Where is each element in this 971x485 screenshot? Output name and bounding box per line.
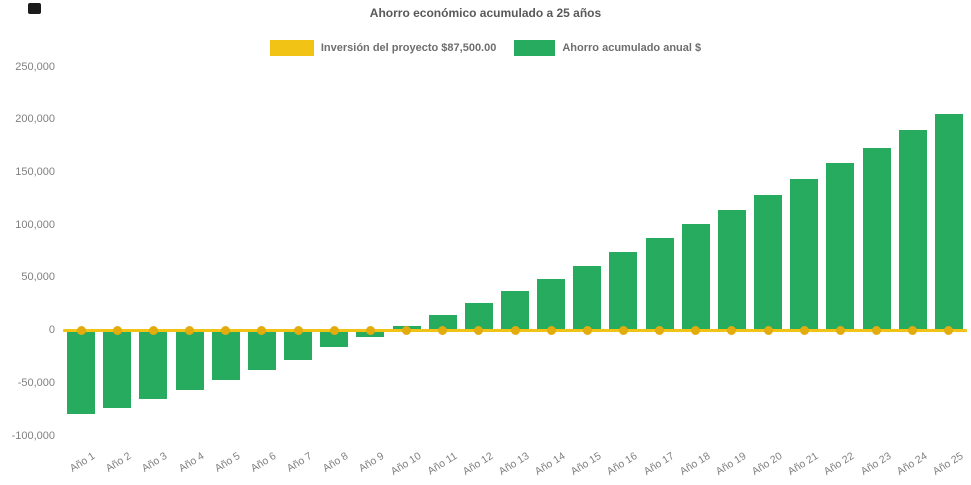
investment-line-marker — [908, 326, 918, 336]
savings-bar-año-13 — [501, 291, 529, 331]
savings-bar-año-19 — [717, 210, 746, 331]
investment-line-marker — [618, 326, 628, 336]
investment-line-marker — [872, 326, 882, 336]
legend-item-savings[interactable]: Ahorro acumulado anual $ — [514, 40, 701, 56]
investment-line-marker — [835, 326, 845, 336]
y-axis-tick-label: 250,000 — [15, 60, 55, 73]
savings-bar-año-12 — [464, 302, 493, 331]
savings-bar-año-20 — [754, 194, 783, 331]
investment-line-marker — [76, 326, 86, 336]
investment-line-marker — [185, 326, 195, 336]
investment-line-marker — [582, 326, 592, 336]
savings-bar-año-24 — [898, 130, 927, 331]
investment-line-marker — [402, 326, 412, 336]
investment-line-marker — [257, 326, 267, 336]
investment-line-marker — [329, 326, 339, 336]
savings-bar-año-1 — [67, 330, 96, 415]
y-axis-tick-label: 100,000 — [15, 218, 55, 231]
investment-line-marker — [365, 326, 375, 336]
investment-line-marker — [655, 326, 665, 336]
chart-title: Ahorro económico acumulado a 25 años — [369, 6, 602, 20]
savings-bar-año-6 — [247, 330, 276, 370]
savings-bar-año-11 — [428, 314, 457, 331]
savings-bar-año-2 — [103, 330, 132, 408]
savings-swatch-icon — [514, 40, 556, 56]
investment-line-marker — [944, 326, 954, 336]
investment-line-marker — [221, 326, 231, 336]
savings-bar-año-21 — [790, 178, 819, 331]
legend-label-savings: Ahorro acumulado anual $ — [562, 42, 702, 54]
y-axis-tick-label: 50,000 — [21, 271, 55, 284]
savings-bar-año-4 — [175, 330, 204, 391]
savings-bar-año-15 — [573, 266, 602, 331]
investment-line-marker — [510, 326, 520, 336]
savings-bar-año-23 — [862, 147, 891, 331]
legend-label-investment: Inversión del proyecto $87,500.00 — [320, 42, 497, 54]
savings-bar-año-17 — [645, 238, 674, 331]
investment-line-marker — [438, 326, 448, 336]
investment-line-marker — [112, 326, 122, 336]
investment-swatch-icon — [269, 40, 314, 56]
investment-line-marker — [691, 326, 701, 336]
y-axis-tick-label: -100,000 — [11, 429, 55, 442]
savings-bar-año-18 — [681, 224, 710, 331]
savings-bar-año-14 — [537, 279, 566, 331]
savings-bar-año-7 — [284, 330, 313, 361]
y-axis-tick-label: 200,000 — [15, 113, 55, 126]
y-axis-tick-label: -50,000 — [17, 376, 55, 389]
legend-item-investment[interactable]: Inversión del proyecto $87,500.00 — [269, 40, 497, 56]
savings-bar-año-5 — [211, 330, 240, 381]
savings-bar-año-22 — [826, 163, 855, 331]
savings-bar-año-25 — [934, 113, 963, 331]
investment-line-marker — [799, 326, 809, 336]
savings-bar-año-8 — [320, 330, 349, 348]
investment-line-marker — [727, 326, 737, 336]
chart-legend: Inversión del proyecto $87,500.00 Ahorro… — [0, 40, 971, 56]
plot-area[interactable] — [63, 67, 967, 436]
savings-bar-año-16 — [609, 252, 638, 331]
investment-line-marker — [293, 326, 303, 336]
investment-line-marker — [148, 326, 158, 336]
investment-line-marker — [763, 326, 773, 336]
investment-line-marker — [546, 326, 556, 336]
corner-square-mark — [28, 3, 41, 14]
investment-line-marker — [474, 326, 484, 336]
y-axis-tick-label: 150,000 — [15, 165, 55, 178]
savings-bar-año-3 — [139, 330, 168, 400]
y-axis-tick-label: 0 — [48, 324, 55, 337]
